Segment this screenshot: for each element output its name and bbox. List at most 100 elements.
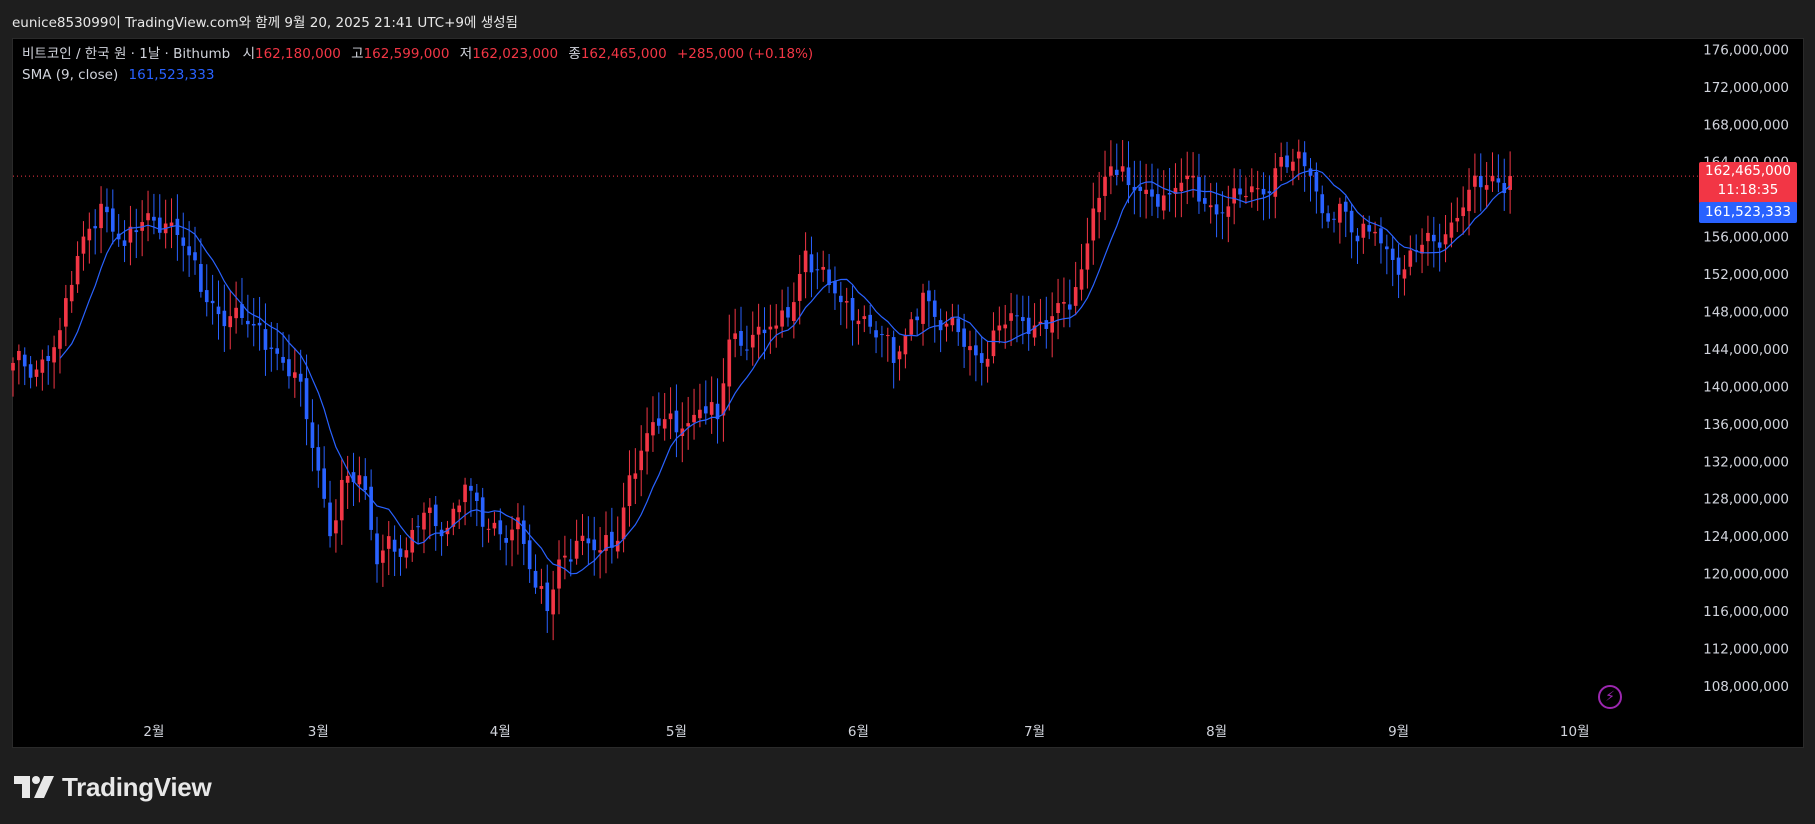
candle-body[interactable]	[780, 310, 784, 327]
candle-body[interactable]	[228, 316, 233, 328]
candle-body[interactable]	[921, 292, 925, 324]
candle-body[interactable]	[745, 349, 749, 351]
candle-body[interactable]	[199, 263, 203, 292]
candle-body[interactable]	[1496, 178, 1501, 183]
candle-body[interactable]	[64, 298, 68, 327]
candle-body[interactable]	[410, 529, 415, 553]
candle-body[interactable]	[633, 473, 638, 479]
candle-body[interactable]	[903, 334, 908, 355]
candle-body[interactable]	[1044, 320, 1049, 329]
candle-body[interactable]	[134, 230, 139, 233]
candle-body[interactable]	[1279, 157, 1283, 167]
candle-body[interactable]	[997, 325, 1002, 331]
candle-body[interactable]	[1038, 321, 1043, 325]
candle-body[interactable]	[1079, 269, 1084, 290]
candle-body[interactable]	[34, 369, 39, 377]
candle-body[interactable]	[885, 335, 890, 337]
candle-body[interactable]	[592, 539, 597, 551]
candle-body[interactable]	[469, 485, 473, 491]
candle-body[interactable]	[169, 222, 174, 227]
candle-body[interactable]	[392, 539, 397, 552]
candle-body[interactable]	[1056, 303, 1060, 314]
candle-body[interactable]	[40, 359, 45, 373]
candle-body[interactable]	[1114, 169, 1119, 176]
candle-body[interactable]	[962, 328, 966, 347]
candle-body[interactable]	[856, 320, 861, 325]
candle-body[interactable]	[339, 479, 344, 521]
candle-body[interactable]	[486, 528, 491, 530]
candle-body[interactable]	[1232, 188, 1237, 204]
candle-body[interactable]	[598, 550, 602, 553]
candle-body[interactable]	[1478, 176, 1483, 188]
candle-body[interactable]	[1385, 246, 1389, 250]
candle-body[interactable]	[510, 529, 514, 541]
candle-body[interactable]	[703, 406, 708, 414]
candle-body[interactable]	[1349, 210, 1354, 233]
candle-body[interactable]	[932, 300, 937, 317]
candle-body[interactable]	[386, 536, 391, 549]
candle-body[interactable]	[1408, 250, 1413, 267]
candle-body[interactable]	[1302, 152, 1307, 167]
candle-body[interactable]	[1026, 317, 1031, 335]
candle-body[interactable]	[662, 419, 667, 429]
candle-body[interactable]	[1443, 234, 1448, 245]
candle-body[interactable]	[833, 281, 837, 294]
candle-body[interactable]	[1226, 206, 1231, 217]
candle-body[interactable]	[521, 520, 526, 544]
candle-body[interactable]	[1021, 317, 1025, 322]
candle-body[interactable]	[1332, 218, 1336, 220]
candle-body[interactable]	[1120, 166, 1125, 172]
candle-body[interactable]	[428, 507, 432, 513]
candle-body[interactable]	[1138, 186, 1143, 191]
candle-body[interactable]	[1185, 175, 1190, 180]
candle-body[interactable]	[492, 522, 497, 529]
candle-body[interactable]	[979, 353, 984, 363]
candle-body[interactable]	[839, 295, 843, 303]
candle-body[interactable]	[539, 586, 544, 589]
candle-body[interactable]	[263, 329, 268, 350]
candle-body[interactable]	[1126, 167, 1131, 186]
candle-body[interactable]	[1273, 168, 1278, 197]
candle-body[interactable]	[586, 538, 591, 544]
candle-body[interactable]	[1285, 155, 1289, 168]
candle-body[interactable]	[915, 316, 919, 321]
candle-body[interactable]	[1461, 207, 1465, 217]
candle-body[interactable]	[1173, 187, 1178, 194]
candle-body[interactable]	[721, 383, 726, 416]
candle-body[interactable]	[52, 347, 56, 363]
candle-body[interactable]	[93, 226, 98, 229]
candle-body[interactable]	[792, 302, 796, 321]
candle-body[interactable]	[1338, 203, 1342, 223]
candle-body[interactable]	[1050, 316, 1055, 333]
candle-body[interactable]	[1390, 248, 1395, 260]
candle-body[interactable]	[128, 226, 133, 243]
candle-body[interactable]	[345, 475, 350, 483]
candle-body[interactable]	[175, 218, 180, 236]
candle-body[interactable]	[533, 570, 538, 588]
candle-body[interactable]	[1191, 175, 1195, 178]
candle-body[interactable]	[615, 540, 620, 552]
candle-body[interactable]	[87, 228, 92, 241]
candle-body[interactable]	[17, 350, 21, 361]
candle-body[interactable]	[874, 330, 878, 338]
candle-body[interactable]	[1085, 243, 1090, 270]
candle-body[interactable]	[656, 418, 661, 426]
candle-body[interactable]	[680, 428, 685, 437]
candle-body[interactable]	[1355, 235, 1360, 242]
candle-body[interactable]	[698, 409, 702, 419]
candle-body[interactable]	[968, 346, 972, 351]
candle-body[interactable]	[862, 316, 867, 319]
candle-body[interactable]	[11, 362, 15, 371]
candle-body[interactable]	[269, 347, 274, 349]
candle-body[interactable]	[715, 403, 720, 420]
candle-body[interactable]	[568, 559, 573, 562]
candle-body[interactable]	[516, 517, 520, 530]
candle-body[interactable]	[1161, 195, 1166, 211]
candle-body[interactable]	[621, 507, 626, 540]
candle-body[interactable]	[1308, 168, 1313, 176]
candle-body[interactable]	[433, 504, 438, 527]
candle-body[interactable]	[891, 337, 896, 363]
candle-body[interactable]	[950, 316, 955, 326]
candle-body[interactable]	[1437, 242, 1442, 248]
